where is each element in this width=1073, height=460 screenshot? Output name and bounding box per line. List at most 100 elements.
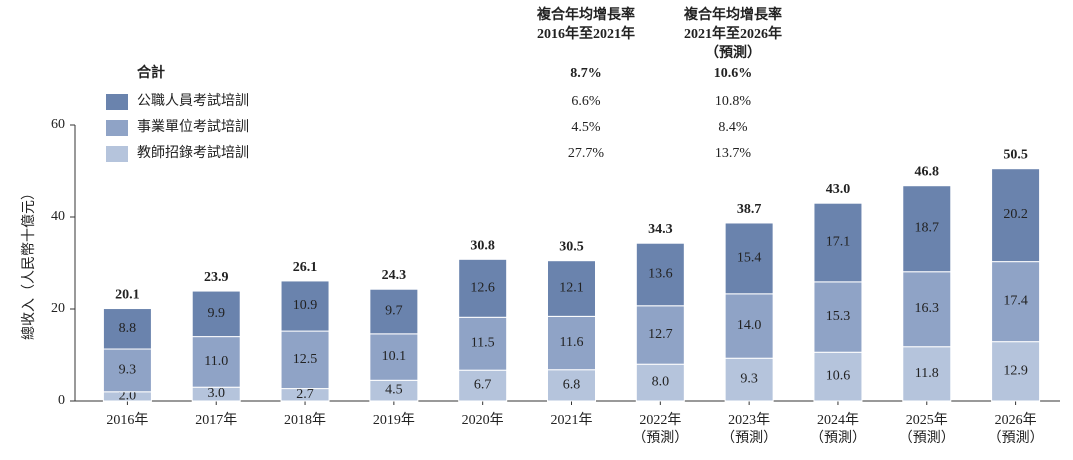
segment-label: 9.9 <box>207 306 225 321</box>
segment-label: 11.0 <box>204 354 228 369</box>
bar-segment <box>191 290 241 338</box>
segment-label: 4.5 <box>385 383 403 398</box>
table-total-label: 合計 <box>137 64 165 81</box>
bar-segment <box>280 330 330 390</box>
total-label: 38.7 <box>737 202 762 217</box>
segment-label: 17.4 <box>1003 294 1028 309</box>
x-tick-label: 2026年（預測） <box>988 412 1044 446</box>
x-tick-label: 2023年（預測） <box>721 412 777 446</box>
segment-label: 11.6 <box>560 335 584 350</box>
y-tick-label: 40 <box>51 209 65 224</box>
total-label: 43.0 <box>826 182 851 197</box>
x-tick-label: 2019年 <box>373 412 415 428</box>
segment-label: 12.9 <box>1003 364 1028 379</box>
segment-label: 8.8 <box>119 321 137 336</box>
segment-label: 11.5 <box>471 336 495 351</box>
segment-label: 6.8 <box>563 378 581 393</box>
bar-segment <box>547 260 596 317</box>
legend-swatch <box>106 146 128 162</box>
bar-segment <box>547 369 596 402</box>
table-cell: 13.7% <box>715 146 752 161</box>
x-tick-label: 2017年 <box>195 412 237 428</box>
bar-segment <box>458 258 508 318</box>
bar-segment <box>902 271 952 348</box>
segment-label: 2.0 <box>119 389 137 404</box>
bar-segment <box>458 316 508 371</box>
segment-label: 12.7 <box>648 327 673 342</box>
segment-label: 18.7 <box>915 221 940 236</box>
bar-segment <box>991 168 1041 263</box>
y-tick-label: 60 <box>51 117 65 132</box>
segment-label: 8.0 <box>652 375 670 390</box>
segment-label: 12.1 <box>559 281 584 296</box>
segment-label: 10.9 <box>293 298 318 313</box>
x-tick-label: 2025年（預測） <box>899 412 955 446</box>
bar-segment <box>102 308 152 350</box>
bar-segment <box>991 341 1041 402</box>
segment-label: 9.7 <box>385 304 403 319</box>
segment-label: 13.6 <box>648 267 673 282</box>
segment-label: 11.8 <box>915 366 939 381</box>
bar-segment <box>280 280 330 332</box>
bar-segment <box>191 336 241 388</box>
legend-label: 公職人員考試培訓 <box>137 93 249 109</box>
total-label: 34.3 <box>648 222 673 237</box>
table-cell: 6.6% <box>571 94 601 109</box>
legend-label: 教師招錄考試培訓 <box>137 145 249 161</box>
bar-segment <box>724 222 774 295</box>
y-tick-label: 0 <box>58 393 65 408</box>
bar-segment <box>991 261 1041 343</box>
segment-label: 2.7 <box>296 387 314 402</box>
bar-segment <box>547 315 596 371</box>
bar-segment <box>102 348 152 393</box>
y-tick-label: 20 <box>51 301 65 316</box>
segment-label: 3.0 <box>207 386 225 401</box>
segment-label: 16.3 <box>915 301 940 316</box>
y-axis-label: 總收入（人民幣十億元） <box>20 186 37 340</box>
x-tick-label: 2018年 <box>284 412 326 428</box>
table-header: 複合年均增長率 2021年至2026年（預測） <box>683 6 782 61</box>
segment-label: 10.6 <box>826 369 851 384</box>
segment-label: 15.3 <box>826 309 851 324</box>
table-cell: 10.8% <box>715 94 752 109</box>
bar-segment <box>813 281 863 353</box>
segment-label: 12.5 <box>293 352 318 367</box>
bar-segment <box>635 363 685 402</box>
bar-segment <box>724 357 774 402</box>
segment-label: 14.0 <box>737 318 762 333</box>
x-tick-label: 2021年 <box>551 412 593 428</box>
segment-label: 9.3 <box>740 372 758 387</box>
x-tick-label: 2020年 <box>462 412 504 428</box>
bar-segment <box>635 305 685 365</box>
total-label: 26.1 <box>293 260 318 275</box>
legend-label: 事業單位考試培訓 <box>137 119 249 135</box>
bar-segment <box>813 351 863 402</box>
x-tick-label: 2022年（預測） <box>632 412 688 446</box>
bar-segment <box>458 369 508 402</box>
table-cell: 4.5% <box>571 120 601 135</box>
table-cell: 27.7% <box>568 146 605 161</box>
bar-segment <box>902 346 952 402</box>
bar-segment <box>813 202 863 283</box>
x-tick-label: 2016年 <box>106 412 148 428</box>
segment-label: 9.3 <box>119 363 137 378</box>
table-cell: 8.4% <box>718 120 748 135</box>
segment-label: 6.7 <box>474 378 492 393</box>
segment-label: 10.1 <box>382 349 407 364</box>
bar-segment <box>724 293 774 359</box>
bar-segment <box>902 185 952 273</box>
total-label: 46.8 <box>915 165 940 180</box>
table-total: 10.6% <box>714 66 753 81</box>
segment-label: 15.4 <box>737 251 762 266</box>
total-label: 24.3 <box>382 268 407 283</box>
legend-swatch <box>106 94 128 110</box>
table-total: 8.7% <box>570 66 602 81</box>
total-label: 30.8 <box>470 239 495 254</box>
table-header: 複合年均增長率 2016年至2021年 <box>536 6 635 42</box>
segment-label: 20.2 <box>1003 207 1028 222</box>
bar-segment <box>635 242 685 307</box>
total-label: 50.5 <box>1003 148 1028 163</box>
x-tick-label: 2024年（預測） <box>810 412 866 446</box>
segment-label: 12.6 <box>470 281 495 296</box>
